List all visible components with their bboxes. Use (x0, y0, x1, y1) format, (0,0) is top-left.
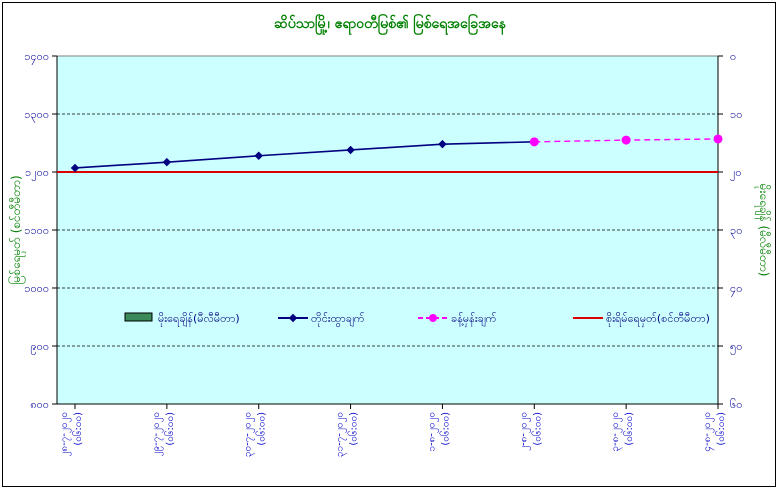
legend-label: စိုးရိမ်ရေမှတ်(စင်တီမီတာ) (606, 312, 710, 327)
legend-item: စိုးရိမ်ရေမှတ်(စင်တီမီတာ) (573, 312, 710, 327)
y2-tick-label: ၁၀ (730, 108, 742, 121)
y-tick-label: ၈၀၀ (30, 398, 49, 411)
y-tick-label: ၁၃၀၀ (24, 108, 49, 123)
x-tick-label: ၂-၈-၂၀၂၀ (518, 412, 531, 451)
x-tick-label: ၃-၈-၂၀၂၀ (610, 412, 623, 452)
x-tick-label: ၂၈-၇-၂၀၂၀ (59, 412, 72, 457)
legend-item: မိုးရေချိန်(မီလီမီတာ) (124, 312, 240, 327)
y-axis-label: မြစ်ရေမှတ် (စင်တီမီတာ) (7, 175, 26, 284)
y2-tick-label: ၃၀ (730, 224, 742, 239)
observed-point (346, 145, 355, 155)
y2-tick-label: ၆၀ (730, 398, 742, 411)
x-tick-label: (၀၆:၀၀) (622, 412, 635, 446)
x-tick-label: (၀၆:၀၀) (530, 412, 543, 446)
observed-point (70, 163, 80, 173)
x-tick-label: (၀၆:၀၀) (163, 412, 176, 446)
x-tick-label: (၀၆:၀၀) (438, 412, 451, 446)
legend-marker (288, 313, 298, 323)
y-tick-label: ၁၂၀၀ (25, 166, 49, 181)
x-tick-label: (၀၆:၀၀) (71, 412, 84, 446)
legend-swatch (124, 312, 153, 322)
x-tick-label: (၀၆:၀၀) (714, 412, 727, 446)
legend-marker (429, 314, 437, 322)
legend-label: မိုးရေချိန်(မီလီမီတာ) (158, 312, 240, 327)
forecast-point (529, 137, 539, 147)
x-tick-label: ၂၉-၇-၂၀၂၀ (151, 412, 164, 456)
y2-tick-label: ၀ (730, 50, 736, 63)
y2-axis-label: မိုးရေချိန် (မီလီမီတာ) (754, 184, 772, 277)
y-tick-label: ၁၁၀၀ (24, 224, 49, 237)
x-tick-label: ၃၁-၇-၂၀၂၀ (335, 412, 348, 457)
x-tick-label: ၁-၈-၂၀၂၀ (426, 412, 439, 452)
y2-tick-label: ၂၀ (730, 166, 742, 181)
observed-line (74, 141, 535, 169)
x-tick-label: ၃၀-၇-၂၀၂၀ (243, 412, 256, 457)
y2-tick-label: ၅၀ (730, 340, 742, 355)
observed-point (438, 139, 447, 149)
x-tick-label: ၄-၈-၂၀၂၀ (702, 412, 715, 452)
x-tick-label: (၀၆:၀၀) (347, 412, 360, 446)
forecast-point (621, 135, 631, 145)
legend-label: တိုင်းထွာချက် (311, 312, 365, 327)
y-tick-label: ၉၀၀ (30, 340, 49, 355)
legend-item: ခန့်မှန်းချက် (418, 312, 497, 327)
y-tick-label: ၁၀၀၀ (24, 282, 49, 295)
forecast-point (713, 134, 723, 144)
chart-title: ဆိပ်သာမြို့၊ ဧရာဝတီမြစ်၏ မြစ်ရေအခြေအနေ (274, 14, 506, 35)
x-tick-label: (၀၆:၀၀) (255, 412, 268, 446)
observed-point (162, 157, 172, 167)
legend-item: တိုင်းထွာချက် (278, 312, 365, 327)
legend-label: ခန့်မှန်းချက် (451, 312, 497, 327)
y2-tick-label: ၄၀ (730, 282, 742, 297)
y-tick-label: ၁၄၀၀ (24, 50, 49, 65)
